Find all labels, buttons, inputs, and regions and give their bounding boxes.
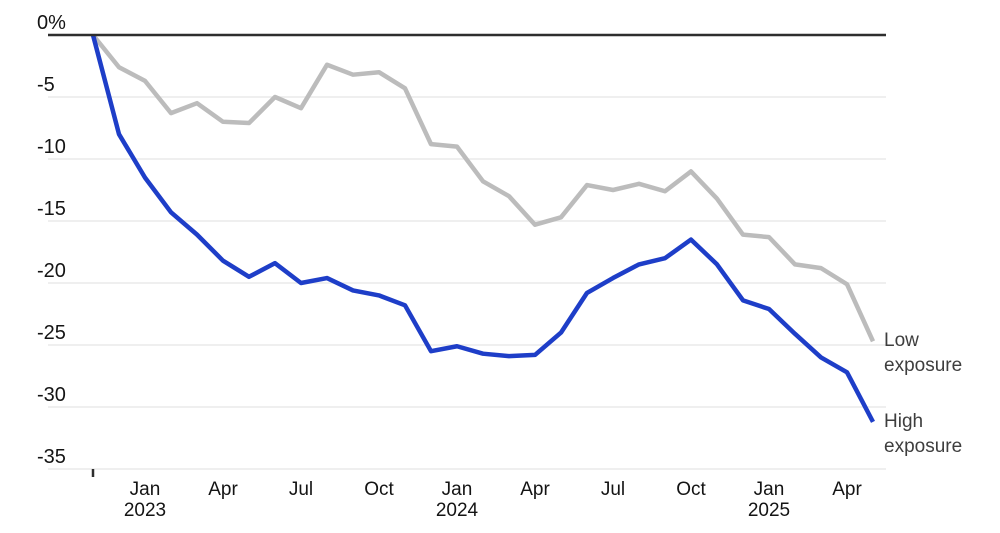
line-high-exposure: [90, 34, 875, 423]
x-tick-label-month: Jan: [442, 479, 473, 500]
x-tick-label-month: Jul: [289, 479, 313, 500]
x-tick-label-month: Jan: [130, 479, 161, 500]
x-tick-label-month: Apr: [208, 479, 238, 500]
x-tick-label-year: 2023: [124, 500, 166, 521]
x-tick-label-month: Jan: [754, 479, 785, 500]
y-tick-label: -35: [37, 446, 66, 468]
y-tick-label: 0%: [37, 12, 66, 34]
y-tick-label: -25: [37, 322, 66, 344]
legend-label-high-exposure: High exposure: [884, 411, 963, 457]
y-tick-label: -10: [37, 136, 66, 158]
line-low-exposure: [91, 33, 876, 343]
x-tick-label-month: Oct: [364, 479, 394, 500]
legend-label-low-exposure: Low exposure: [884, 330, 963, 376]
x-tick-label-month: Apr: [832, 479, 862, 500]
x-tick-label-year: 2025: [748, 500, 790, 521]
y-tick-label: -30: [37, 384, 66, 406]
x-tick-label-month: Oct: [676, 479, 706, 500]
y-tick-label: -20: [37, 260, 66, 282]
x-tick-label-month: Apr: [520, 479, 550, 500]
x-tick-label-month: Jul: [601, 479, 625, 500]
y-tick-label: -15: [37, 198, 66, 220]
y-tick-label: -5: [37, 74, 55, 96]
x-tick-label-year: 2024: [436, 500, 479, 521]
